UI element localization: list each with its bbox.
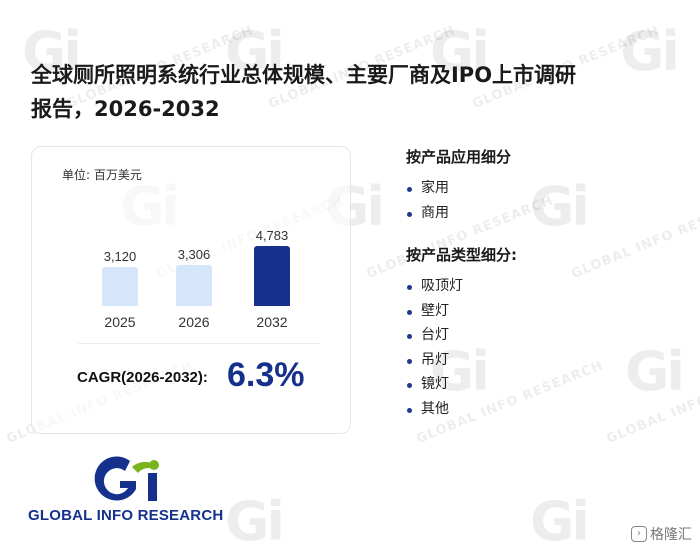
cagr-value: 6.3% xyxy=(227,356,305,394)
logo-text: GLOBAL INFO RESEARCH xyxy=(28,507,224,524)
report-title-line-2: 报告，2026-2032 xyxy=(31,97,220,121)
bar-value-label: 3,306 xyxy=(177,247,211,262)
list-item: 家用 xyxy=(406,176,511,201)
unit-label: 单位: 百万美元 xyxy=(62,168,142,182)
year-label: 2026 xyxy=(178,314,210,330)
watermark-text: GLOBAL INFO RESEARCH xyxy=(604,358,700,447)
bar-value-label: 3,120 xyxy=(103,249,137,264)
list-item: 其他 xyxy=(406,397,517,422)
list-item: 台灯 xyxy=(406,323,517,348)
application-list: 家用 商用 xyxy=(406,176,511,225)
watermark-logo: Gi xyxy=(530,490,590,550)
report-title-line-1: 全球厕所照明系统行业总体规模、主要厂商及IPO上市调研 xyxy=(31,63,577,87)
bar xyxy=(176,265,212,306)
application-heading: 按产品应用细分 xyxy=(406,148,512,166)
source-watermark: › 格隆汇 xyxy=(631,524,692,544)
type-heading: 按产品类型细分: xyxy=(406,246,517,264)
list-item: 壁灯 xyxy=(406,299,517,324)
bar xyxy=(102,267,138,306)
divider xyxy=(78,343,320,344)
list-item: 吸顶灯 xyxy=(406,274,517,299)
list-item: 镜灯 xyxy=(406,372,517,397)
year-label: 2025 xyxy=(104,314,136,330)
market-size-card: 单位: 百万美元 3,120 3,306 4,783 2025 2026 203… xyxy=(31,146,351,434)
watermark-logo: Gi xyxy=(530,175,590,238)
year-label: 2032 xyxy=(256,314,288,330)
type-segment: 按产品类型细分: 吸顶灯 壁灯 台灯 吊灯 镜灯 其他 xyxy=(406,244,517,421)
list-item: 吊灯 xyxy=(406,348,517,373)
type-list: 吸顶灯 壁灯 台灯 吊灯 镜灯 其他 xyxy=(406,274,517,421)
cagr-label: CAGR(2026-2032): xyxy=(77,369,208,386)
bar-value-label: 4,783 xyxy=(255,228,289,243)
source-icon: › xyxy=(631,526,647,542)
company-logo: GLOBAL INFO RESEARCH xyxy=(28,455,238,530)
application-segment: 按产品应用细分 家用 商用 xyxy=(406,146,511,225)
report-title: 全球厕所照明系统行业总体规模、主要厂商及IPO上市调研 报告，2026-2032 xyxy=(31,58,671,126)
gi-logo-icon xyxy=(94,456,159,501)
watermark-text: GLOBAL INFO RESEARCH xyxy=(569,193,700,282)
watermark-logo: Gi xyxy=(625,340,685,403)
list-item: 商用 xyxy=(406,201,511,226)
bar xyxy=(254,246,290,306)
source-label: 格隆汇 xyxy=(650,527,692,543)
